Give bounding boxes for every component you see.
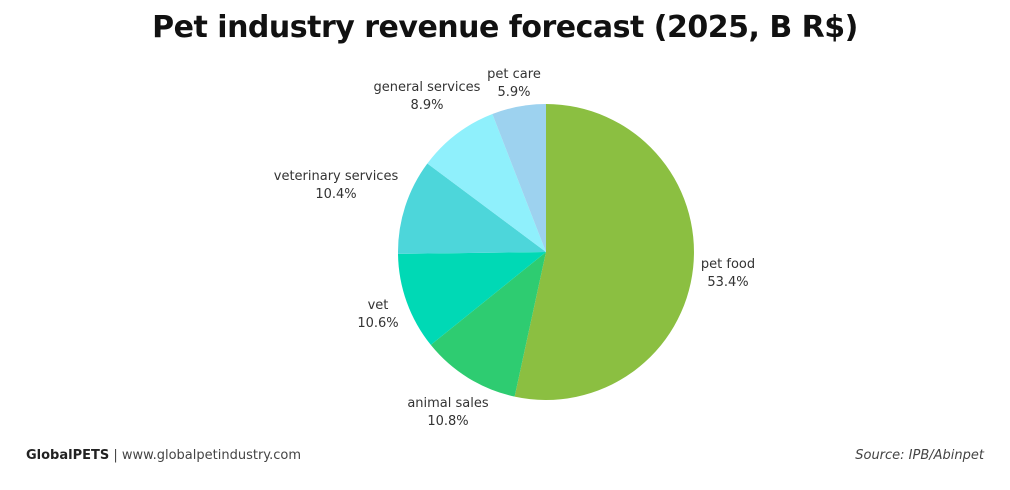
pie-slice-animal-sales[interactable] xyxy=(430,252,546,397)
slice-label-percent: 5.9% xyxy=(497,85,530,100)
slice-label-percent: 10.8% xyxy=(427,414,468,429)
slice-label-name: veterinary services xyxy=(274,169,399,184)
slice-label-percent: 10.6% xyxy=(357,316,398,331)
slice-label-name: pet care xyxy=(487,67,541,82)
pie-slice-veterinary-services[interactable] xyxy=(397,163,546,254)
brand-name: GlobalPETS xyxy=(26,448,110,463)
slice-label-percent: 10.4% xyxy=(315,187,356,202)
footer-credit: GlobalPETS | www.globalpetindustry.com xyxy=(26,448,301,463)
slice-label-percent: 8.9% xyxy=(410,98,443,113)
slice-label-name: pet food xyxy=(701,257,755,272)
footer-separator: | xyxy=(113,448,118,463)
pie-slice-general-services[interactable] xyxy=(427,114,546,252)
pie-slice-vet[interactable] xyxy=(398,252,546,345)
website-link[interactable]: www.globalpetindustry.com xyxy=(121,448,302,463)
chart-title: Pet industry revenue forecast (2025, B R… xyxy=(152,10,858,45)
slice-label-name: general services xyxy=(374,80,481,95)
pie-slice-pet-care[interactable] xyxy=(492,104,546,252)
slice-label-name: animal sales xyxy=(407,396,489,411)
pie-slice-pet-food[interactable] xyxy=(514,104,694,401)
source-note: Source: IPB/Abinpet xyxy=(855,448,984,463)
slice-label-name: vet xyxy=(368,298,389,313)
slice-label-percent: 53.4% xyxy=(707,275,748,290)
